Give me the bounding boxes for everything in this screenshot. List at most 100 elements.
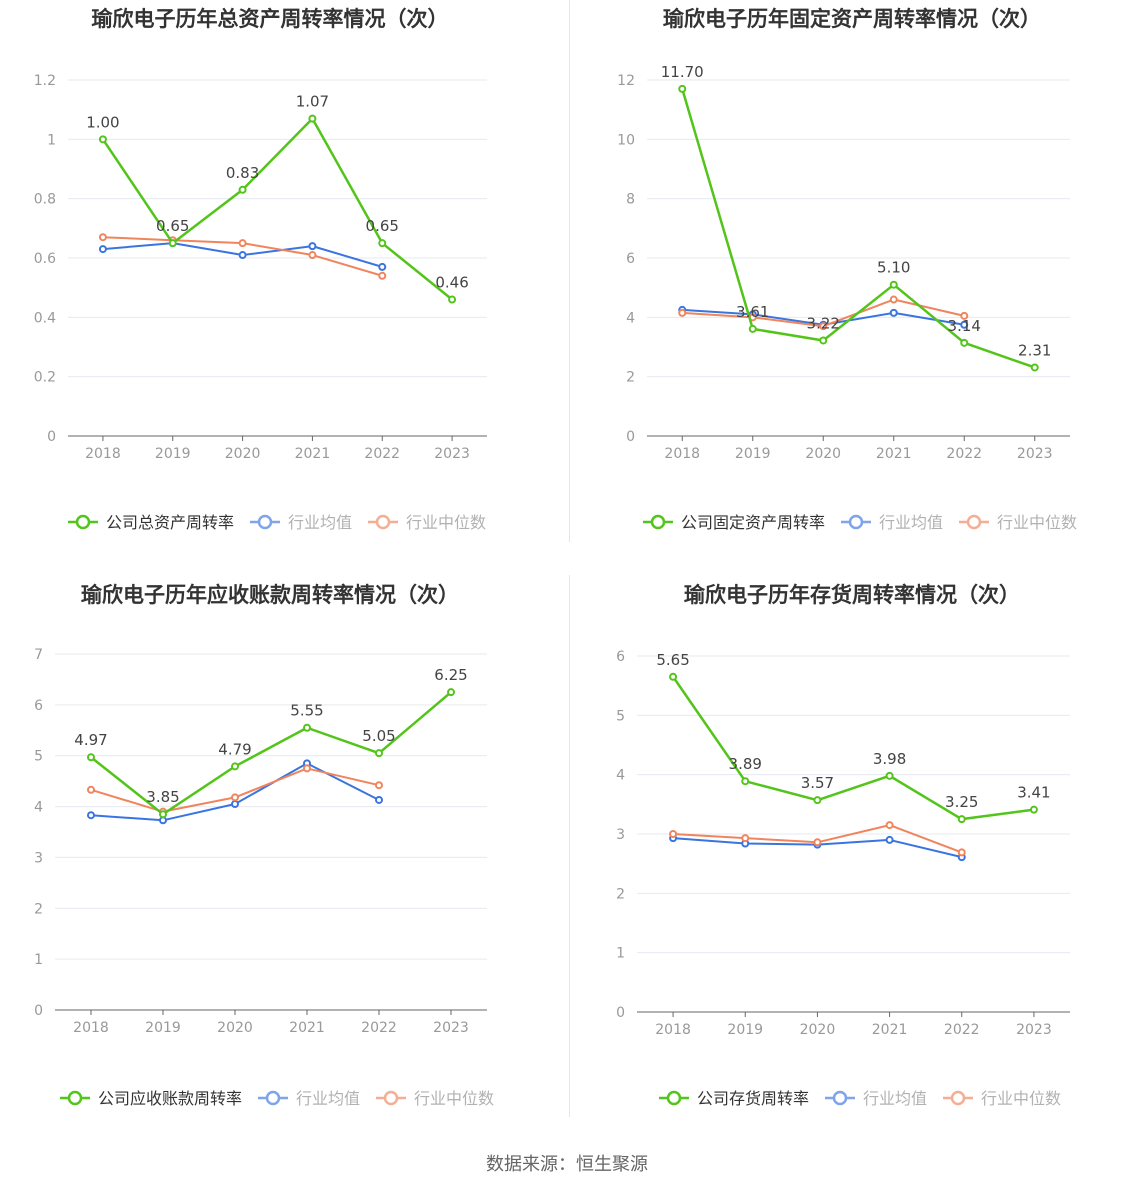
legend-circle-marker xyxy=(650,514,666,530)
data-point-average[interactable] xyxy=(238,251,247,260)
y-tick-label: 7 xyxy=(34,647,43,663)
data-point-median[interactable] xyxy=(960,311,969,320)
data-label: 3.41 xyxy=(1017,784,1050,802)
x-tick-label: 2021 xyxy=(876,446,912,462)
legend-item-company[interactable]: 公司总资产周转率 xyxy=(68,513,234,532)
data-point-company[interactable] xyxy=(87,753,95,762)
y-tick-label: 8 xyxy=(626,192,635,208)
legend-label: 行业均值 xyxy=(296,1089,360,1108)
data-point-company[interactable] xyxy=(819,336,828,345)
data-point-company[interactable] xyxy=(889,280,898,289)
data-point-median[interactable] xyxy=(669,830,678,838)
data-point-median[interactable] xyxy=(819,322,828,331)
legend-item-median[interactable]: 行业中位数 xyxy=(368,513,486,532)
data-point-median[interactable] xyxy=(957,848,966,857)
data-point-median[interactable] xyxy=(678,308,687,317)
data-point-average[interactable] xyxy=(960,320,969,329)
legend-label: 行业均值 xyxy=(879,513,943,532)
legend-item-average[interactable]: 行业均值 xyxy=(841,513,943,532)
x-tick-label: 2023 xyxy=(1017,446,1053,462)
data-point-median[interactable] xyxy=(741,834,750,843)
x-tick-label: 2022 xyxy=(361,1020,397,1036)
x-tick-label: 2021 xyxy=(289,1020,325,1036)
data-point-company[interactable] xyxy=(378,239,387,248)
y-tick-label: 6 xyxy=(626,251,635,267)
series-line-company xyxy=(90,691,452,816)
data-point-company[interactable] xyxy=(168,239,177,248)
data-point-company[interactable] xyxy=(448,295,457,304)
x-tick-label: 2018 xyxy=(73,1020,109,1036)
data-label: 3.85 xyxy=(146,788,179,806)
legend-item-average[interactable]: 行业均值 xyxy=(250,513,352,532)
data-point-company[interactable] xyxy=(238,185,247,194)
chart-panel-receivables-turnover: 瑜欣电子历年应收账款周转率情况（次） 0 1 2 3 4 5 6 7 2018 2019 2020 20… xyxy=(0,572,568,1132)
chart-panel-total-asset-turnover: 瑜欣电子历年总资产周转率情况（次） 0 0.2 0.4 0.6 0.8 1 1.2 2018 20… xyxy=(0,0,568,560)
y-tick-label: 0 xyxy=(47,429,56,445)
data-point-company[interactable] xyxy=(813,796,822,805)
y-tick-label: 0 xyxy=(616,1005,625,1021)
x-tick-label: 2022 xyxy=(946,446,982,462)
data-point-company[interactable] xyxy=(678,84,687,93)
data-label: 0.83 xyxy=(226,164,259,182)
y-tick-label: 1 xyxy=(616,946,625,962)
legend-item-median[interactable]: 行业中位数 xyxy=(943,1089,1061,1108)
data-label: 3.22 xyxy=(807,314,840,332)
data-point-company[interactable] xyxy=(741,777,750,786)
data-point-median[interactable] xyxy=(87,785,95,794)
legend-item-average[interactable]: 行业均值 xyxy=(258,1089,360,1108)
y-tick-label: 3 xyxy=(34,850,43,866)
data-point-company[interactable] xyxy=(375,749,383,758)
data-point-median[interactable] xyxy=(303,764,311,773)
data-label: 3.61 xyxy=(736,303,769,321)
data-point-company[interactable] xyxy=(231,762,239,771)
data-point-average[interactable] xyxy=(378,262,387,271)
data-point-median[interactable] xyxy=(378,271,387,280)
data-point-company[interactable] xyxy=(885,771,894,780)
legend-label: 行业中位数 xyxy=(406,513,486,532)
data-point-average[interactable] xyxy=(889,308,898,317)
data-point-average[interactable] xyxy=(87,811,95,820)
x-tick-label: 2020 xyxy=(225,446,261,462)
legend-item-company[interactable]: 公司固定资产周转率 xyxy=(643,513,825,532)
data-label: 3.14 xyxy=(948,317,981,335)
data-point-company[interactable] xyxy=(159,810,167,819)
x-tick-label: 2023 xyxy=(1016,1022,1052,1038)
data-point-average[interactable] xyxy=(885,835,894,844)
data-point-company[interactable] xyxy=(1030,363,1039,372)
legend-item-median[interactable]: 行业中位数 xyxy=(376,1089,494,1108)
legend-item-median[interactable]: 行业中位数 xyxy=(959,513,1077,532)
chart-title: 瑜欣电子历年固定资产周转率情况（次） xyxy=(663,7,1041,31)
y-tick-label: 2 xyxy=(34,901,43,917)
data-point-company[interactable] xyxy=(960,338,969,347)
legend-item-company[interactable]: 公司存货周转率 xyxy=(659,1089,809,1108)
legend-circle-marker xyxy=(67,1090,83,1106)
x-tick-label: 2022 xyxy=(944,1022,980,1038)
data-point-company[interactable] xyxy=(669,672,678,681)
data-point-median[interactable] xyxy=(885,821,894,830)
data-point-company[interactable] xyxy=(447,688,455,697)
data-point-company[interactable] xyxy=(98,135,107,144)
legend-label: 行业均值 xyxy=(863,1089,927,1108)
data-point-median[interactable] xyxy=(238,239,247,248)
data-point-median[interactable] xyxy=(308,251,317,260)
data-point-median[interactable] xyxy=(375,781,383,790)
data-point-company[interactable] xyxy=(748,324,757,333)
x-tick-label: 2023 xyxy=(434,446,470,462)
data-point-median[interactable] xyxy=(813,838,822,847)
data-point-company[interactable] xyxy=(957,815,966,824)
data-point-company[interactable] xyxy=(303,723,311,732)
legend-item-company[interactable]: 公司应收账款周转率 xyxy=(60,1089,242,1108)
data-point-median[interactable] xyxy=(98,233,107,242)
chart-panel-inventory-turnover: 瑜欣电子历年存货周转率情况（次） 0 1 2 3 4 5 6 2018 2019 2020 2021 2… xyxy=(575,572,1134,1132)
data-point-average[interactable] xyxy=(159,816,167,825)
data-point-average[interactable] xyxy=(98,245,107,254)
data-point-average[interactable] xyxy=(375,795,383,804)
data-point-average[interactable] xyxy=(231,800,239,809)
data-point-company[interactable] xyxy=(1029,805,1038,814)
data-point-median[interactable] xyxy=(231,793,239,802)
legend-item-average[interactable]: 行业均值 xyxy=(825,1089,927,1108)
data-point-median[interactable] xyxy=(889,295,898,304)
data-point-average[interactable] xyxy=(308,242,317,251)
y-tick-label: 4 xyxy=(616,768,625,784)
data-point-company[interactable] xyxy=(308,114,317,123)
